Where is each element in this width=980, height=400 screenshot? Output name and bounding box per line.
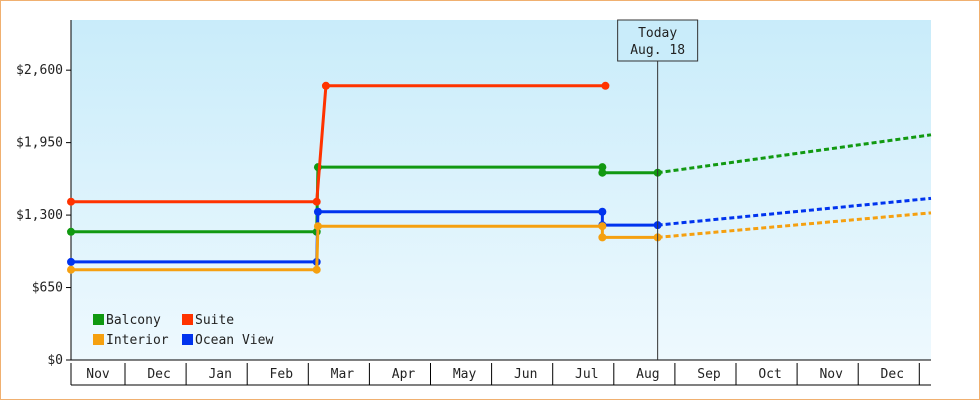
x-tick-label: Nov [819, 367, 843, 382]
legend-swatch-suite [182, 314, 193, 325]
x-tick-label: Nov [86, 367, 110, 382]
x-tick-label: Dec [147, 367, 170, 382]
data-point [313, 207, 322, 216]
x-tick-label: Oct [758, 367, 781, 382]
series-line-ocean-view [71, 210, 658, 264]
legend-swatch-ocean-view [182, 334, 193, 345]
x-tick-label: Feb [270, 367, 294, 382]
y-tick-label: $1,950 [16, 136, 63, 151]
legend-label: Ocean View [195, 333, 273, 348]
x-tick-label: Apr [392, 367, 416, 382]
x-tick-label: Jun [514, 367, 537, 382]
legend-swatch-interior [93, 334, 104, 345]
projection-line-ocean-view [657, 196, 932, 227]
series-line-interior [71, 224, 658, 272]
data-point [598, 233, 607, 242]
x-tick-label: Mar [331, 367, 355, 382]
today-label: Today [638, 26, 677, 41]
data-point [598, 207, 607, 216]
x-tick-label: Jan [208, 367, 231, 382]
data-point [67, 227, 75, 236]
x-tick-label: Dec [881, 367, 904, 382]
x-tick-label: Jul [575, 367, 598, 382]
data-point [321, 81, 330, 90]
y-tick-label: $0 [47, 353, 63, 368]
y-tick-label: $1,300 [16, 208, 63, 223]
legend-swatch-balcony [93, 314, 104, 325]
data-point [598, 168, 607, 177]
x-tick-label: Aug [636, 367, 659, 382]
data-point [601, 81, 610, 90]
data-point [67, 197, 75, 206]
data-point [67, 257, 75, 266]
series-line-suite [71, 84, 606, 204]
legend-label: Suite [195, 313, 234, 328]
data-point [598, 163, 607, 172]
data-point [312, 197, 321, 206]
plot-background [71, 20, 931, 360]
projection-line-balcony [657, 133, 932, 175]
data-point [598, 222, 607, 231]
legend-label: Interior [106, 333, 169, 348]
today-date: Aug. 18 [630, 43, 685, 58]
data-point [67, 265, 75, 274]
legend-label: Balcony [106, 313, 161, 328]
x-tick-label: May [453, 367, 477, 382]
data-point [312, 265, 321, 274]
projection-line-interior [657, 211, 932, 239]
y-tick-label: $650 [32, 281, 63, 296]
y-tick-label: $2,600 [16, 63, 63, 78]
x-tick-label: Sep [697, 367, 721, 382]
data-point [313, 222, 322, 231]
today-box [617, 19, 699, 62]
series-line-balcony [71, 165, 658, 234]
